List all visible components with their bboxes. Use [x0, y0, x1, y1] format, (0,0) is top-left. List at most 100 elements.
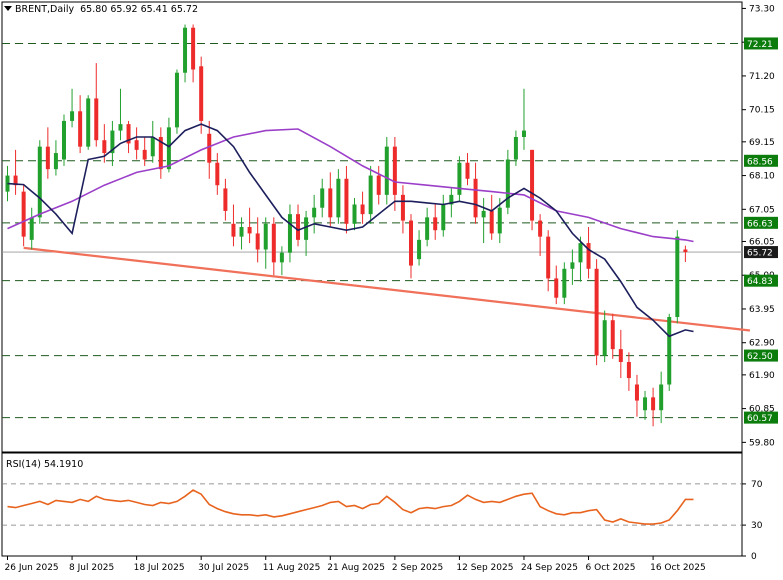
candle-body	[45, 146, 50, 170]
candle-body	[417, 239, 422, 260]
date-tick-label: 18 Jul 2025	[134, 563, 185, 573]
date-tick-label: 26 Jun 2025	[5, 563, 59, 573]
candle-body	[465, 162, 470, 179]
candle-body	[239, 227, 244, 237]
level-price-label: 64.83	[747, 277, 773, 287]
candle-body	[13, 175, 18, 186]
candle-body	[231, 223, 236, 237]
candle-body	[400, 194, 405, 221]
candle-body	[199, 66, 204, 121]
candle-body	[29, 217, 34, 240]
price-tick-label: 62.90	[749, 339, 775, 349]
candle-body	[538, 220, 543, 237]
candle-body	[287, 214, 292, 253]
candle-body	[304, 217, 309, 240]
candle-body	[659, 384, 664, 411]
candle-body	[312, 207, 317, 218]
candle-body	[449, 194, 454, 205]
chart-header: BRENT,Daily 65.80 65.92 65.41 65.72	[4, 4, 198, 15]
rsi-tick-label: 70	[751, 480, 763, 490]
candle-body	[174, 72, 179, 128]
candle-body	[521, 130, 526, 137]
candle-body	[142, 149, 147, 160]
price-tick-label: 61.90	[749, 371, 775, 381]
price-pane	[1, 1, 743, 453]
candle-body	[191, 27, 196, 70]
candle-body	[94, 98, 99, 141]
price-tick-label: 60.85	[749, 405, 775, 415]
candle-body	[336, 178, 341, 218]
candle-body	[320, 188, 325, 208]
candle-body	[392, 146, 397, 195]
price-tick-label: 67.05	[749, 205, 775, 215]
candle-body	[53, 153, 58, 170]
candle-body	[675, 236, 680, 317]
last-price-label: 65.72	[747, 249, 773, 259]
fast-moving-average-line	[7, 123, 694, 338]
level-price-box	[744, 154, 778, 167]
collapse-triangle-icon[interactable]	[4, 6, 12, 11]
candle-body	[473, 178, 478, 218]
candle-body	[683, 249, 688, 253]
last-price-box	[744, 246, 778, 259]
candle-body	[360, 204, 365, 215]
candle-body	[562, 268, 567, 298]
candle-body	[158, 137, 163, 170]
candle-body	[279, 252, 284, 263]
candle-body	[110, 130, 115, 154]
candle-body	[433, 217, 438, 231]
candle-body	[634, 384, 639, 401]
price-tick-label: 69.15	[749, 138, 775, 148]
rsi-tick-label: 0	[751, 552, 757, 562]
candle-body	[134, 140, 139, 150]
candle-body	[207, 133, 212, 163]
date-tick-label: 2 Sep 2025	[392, 563, 443, 573]
price-tick-label: 66.05	[749, 237, 775, 247]
candle-body	[667, 317, 672, 385]
candle-body	[344, 178, 349, 224]
candle-body	[554, 278, 559, 298]
candle-body	[594, 268, 599, 356]
symbol-label: BRENT,Daily	[15, 4, 75, 15]
level-price-box	[744, 37, 778, 50]
date-tick-label: 11 Aug 2025	[263, 563, 321, 573]
candle-body	[586, 243, 591, 269]
level-price-label: 72.21	[747, 40, 773, 50]
candle-body	[441, 204, 446, 231]
candle-body	[328, 188, 333, 218]
candle-body	[183, 27, 188, 73]
date-tick-label: 8 Jul 2025	[69, 563, 114, 573]
candle-body	[530, 149, 535, 221]
candle-body	[21, 191, 26, 237]
price-tick-label: 70.15	[749, 106, 775, 116]
candle-body	[150, 137, 155, 157]
date-tick-label: 12 Sep 2025	[456, 563, 513, 573]
candle-body	[376, 175, 381, 195]
candle-body	[223, 188, 228, 211]
candle-body	[61, 120, 66, 160]
candle-body	[602, 320, 607, 356]
candle-body	[409, 220, 413, 266]
candle-body	[118, 124, 123, 131]
candle-body	[166, 127, 171, 170]
date-tick-label: 16 Oct 2025	[650, 563, 706, 573]
candle-body	[626, 362, 631, 379]
candle-body	[610, 320, 615, 350]
level-price-box	[744, 349, 778, 362]
candle-body	[651, 397, 656, 411]
level-price-label: 66.63	[747, 219, 773, 229]
candle-body	[457, 162, 462, 195]
rsi-line	[7, 489, 694, 525]
rsi-header: RSI(14) 54.1910	[6, 459, 83, 470]
date-tick-label: 30 Jul 2025	[198, 563, 249, 573]
level-price-box	[744, 411, 778, 424]
candle-body	[263, 223, 268, 250]
candle-body	[271, 223, 276, 263]
candle-body	[481, 210, 486, 218]
candle-body	[489, 210, 494, 234]
date-tick-label: 21 Aug 2025	[327, 563, 385, 573]
level-price-label: 62.50	[747, 352, 773, 362]
candle-body	[102, 140, 107, 154]
candle-body	[215, 162, 220, 186]
